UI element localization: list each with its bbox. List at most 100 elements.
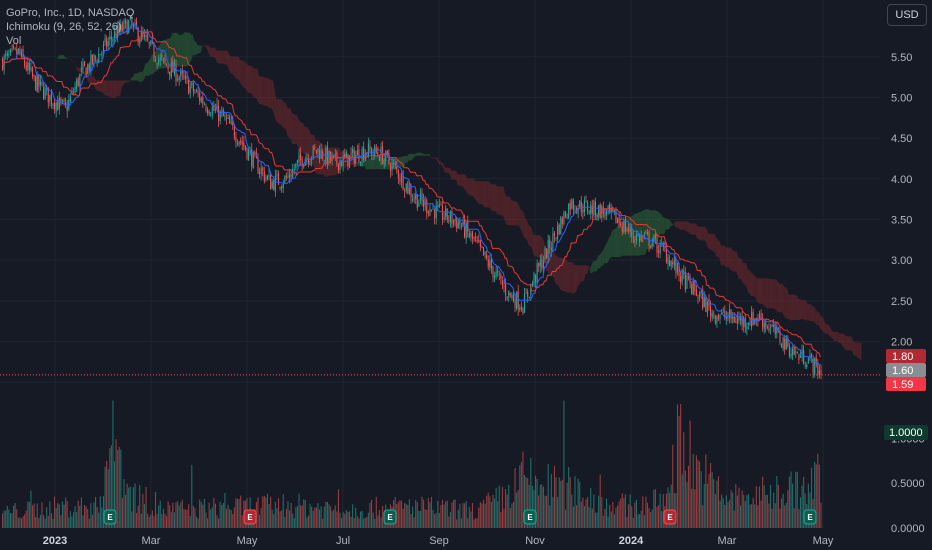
cloud-segment: [721, 245, 723, 266]
candle-body: [337, 163, 339, 171]
candle-body: [74, 86, 76, 93]
candle-body: [16, 49, 18, 55]
volume-bar: [366, 517, 368, 528]
volume-bar: [579, 481, 581, 528]
candle-body: [717, 315, 720, 319]
volume-bar: [732, 492, 734, 528]
currency-button[interactable]: USD: [887, 4, 927, 26]
volume-bar: [330, 506, 332, 528]
volume-bar: [468, 506, 470, 528]
symbol-title[interactable]: GoPro, Inc., 1D, NASDAQ: [6, 7, 135, 19]
candle-body: [214, 109, 216, 111]
candle-body: [113, 31, 116, 38]
cloud-segment: [407, 153, 409, 163]
volume-bar: [344, 513, 346, 528]
cloud-segment: [79, 67, 81, 72]
volume-bar: [798, 508, 800, 528]
candle-body: [536, 263, 538, 284]
candle-body: [99, 54, 101, 56]
candle-body: [514, 298, 516, 308]
volume-bar: [523, 475, 526, 528]
volume-bar: [634, 502, 636, 528]
earnings-marker-label-3: E: [527, 513, 533, 522]
cloud-segment: [691, 223, 693, 235]
cloud-segment: [749, 270, 752, 297]
volume-bar: [85, 506, 87, 528]
candle-body: [815, 357, 817, 365]
cloud-segment: [684, 221, 687, 232]
candle-body: [714, 315, 716, 323]
volume-bar: [610, 511, 612, 528]
volume-bar: [28, 502, 30, 528]
volume-legend[interactable]: Vol: [6, 35, 22, 47]
candle-body: [468, 232, 470, 238]
cloud-segment: [779, 283, 781, 313]
candle-body: [722, 309, 724, 311]
candle-body: [129, 17, 131, 20]
volume-bar: [107, 469, 109, 528]
volume-bar: [787, 490, 789, 528]
candle-body: [260, 168, 262, 175]
candle-body: [323, 160, 325, 162]
cloud-segment: [197, 45, 200, 54]
cloud-segment: [192, 34, 195, 56]
cloud-segment: [139, 71, 141, 82]
cloud-segment: [676, 221, 679, 228]
cloud-segment: [692, 223, 695, 235]
candle-body: [673, 260, 675, 266]
candle-body: [441, 205, 444, 220]
candle-body: [301, 158, 303, 167]
cloud-segment: [501, 186, 504, 217]
volume-bar: [684, 470, 686, 528]
volume-bar: [650, 512, 652, 528]
candle-body: [180, 71, 182, 77]
cloud-segment: [601, 250, 603, 266]
candle-body: [170, 62, 172, 78]
cloud-segment: [216, 50, 219, 64]
candle-body: [555, 237, 557, 239]
candle-body: [404, 190, 406, 192]
volume-bar: [235, 498, 237, 528]
price-badges: 1.80 1.60 1.59 1.0000: [884, 349, 928, 440]
candle-body: [620, 223, 622, 225]
candle-body: [85, 67, 87, 76]
volume-bar: [744, 500, 746, 528]
cloud-segment: [364, 159, 367, 170]
cloud-segment: [747, 270, 750, 294]
cloud-segment: [776, 279, 778, 313]
volume-bar: [418, 511, 420, 528]
cloud-segment: [63, 55, 66, 59]
candle-body: [178, 77, 180, 81]
candle-body: [804, 365, 806, 367]
volume-bar: [528, 484, 530, 528]
volume-bar: [728, 499, 731, 528]
price-axis[interactable]: 1.502.002.503.003.504.004.505.005.50: [891, 52, 912, 389]
volume-bar: [539, 484, 541, 528]
cloud-segment: [162, 40, 165, 69]
volume-bar: [194, 508, 196, 528]
candle-body: [91, 54, 93, 64]
volume-bar: [751, 504, 753, 528]
volume-bar: [317, 503, 319, 528]
candle-body: [760, 314, 762, 320]
candle-body: [290, 175, 292, 178]
volume-bar: [460, 518, 462, 528]
ichimoku-legend[interactable]: Ichimoku (9, 26, 52, 26): [6, 21, 122, 33]
cloud-segment: [137, 72, 140, 82]
volume-bar: [801, 485, 803, 528]
candle-body: [348, 155, 351, 168]
volume-bar: [170, 511, 172, 528]
volume-bar: [430, 496, 433, 528]
cloud-segment: [522, 210, 524, 237]
volume-bar: [63, 504, 65, 528]
candle-body: [546, 248, 548, 259]
cloud-segment: [430, 157, 433, 159]
cloud-segment: [596, 255, 599, 272]
candle-body: [525, 292, 527, 294]
cloud-segment: [683, 221, 685, 231]
time-axis[interactable]: 2023 Mar May Jul Sep Nov 2024 Mar May: [43, 535, 834, 547]
volume-bar: [306, 517, 308, 528]
volume-bar: [3, 510, 5, 528]
candle-body: [456, 219, 458, 229]
